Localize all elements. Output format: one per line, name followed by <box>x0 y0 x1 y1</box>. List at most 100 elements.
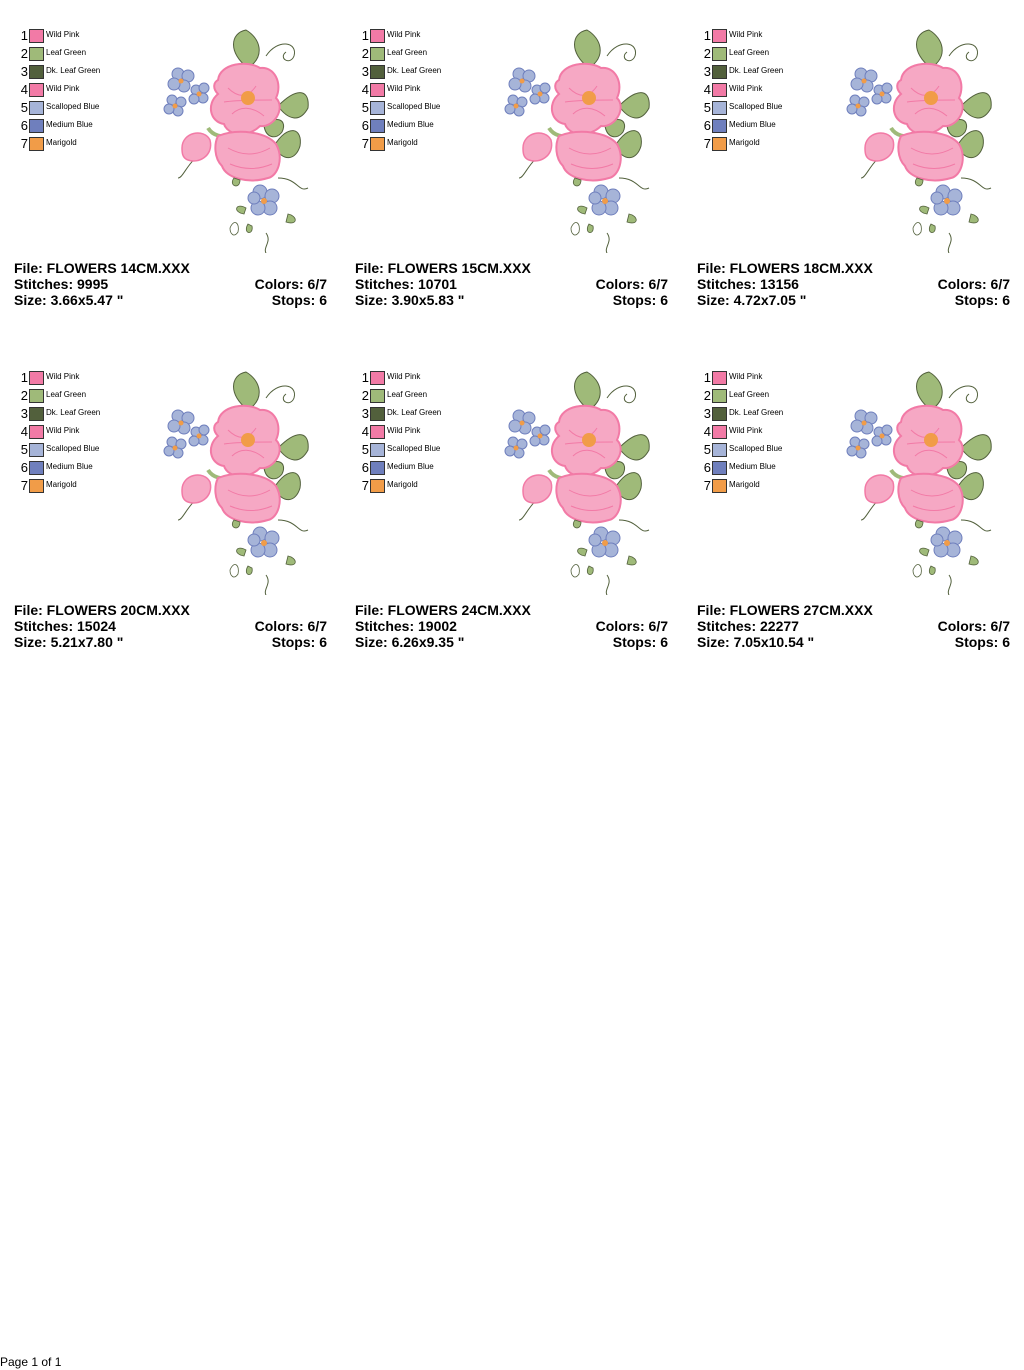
thread-number: 2 <box>20 388 28 403</box>
thread-swatch <box>712 443 727 457</box>
thread-legend-row: 4 Wild Pink <box>701 424 841 442</box>
stop-count-label: Stops: <box>612 292 657 308</box>
thread-name: Medium Blue <box>46 462 93 471</box>
stop-count-value: 6 <box>1002 292 1010 308</box>
stop-count-value: 6 <box>660 634 668 650</box>
thread-number: 4 <box>361 82 369 97</box>
embroidery-preview <box>489 370 669 595</box>
design-size-value: 4.72x7.05 " <box>733 292 807 308</box>
design-info: File: FLOWERS 15CM.XXX Stitches: 10701 Col… <box>355 260 668 308</box>
design-size-value: 7.05x10.54 " <box>733 634 815 650</box>
thread-swatch <box>29 137 44 151</box>
thread-number: 7 <box>703 136 711 151</box>
thread-legend-row: 6 Medium Blue <box>359 118 499 136</box>
page-footer: Page 1 of 1 <box>0 1355 62 1369</box>
thread-name: Marigold <box>729 480 760 489</box>
thread-legend: 1 Wild Pink 2 Leaf Green 3 Dk. Leaf Green 4 Wil… <box>359 370 499 496</box>
thread-legend-row: 6 Medium Blue <box>701 118 841 136</box>
thread-name: Dk. Leaf Green <box>729 408 784 417</box>
thread-swatch <box>370 119 385 133</box>
stitch-count-value: 19002 <box>418 618 457 634</box>
thread-swatch <box>712 461 727 475</box>
thread-legend-row: 7 Marigold <box>701 478 841 496</box>
thread-legend-row: 5 Scalloped Blue <box>18 442 158 460</box>
thread-legend: 1 Wild Pink 2 Leaf Green 3 Dk. Leaf Green 4 Wil… <box>701 370 841 496</box>
thread-name: Leaf Green <box>46 48 87 57</box>
color-count-value: 6/7 <box>307 276 327 292</box>
file-name-label: File: <box>355 260 384 276</box>
design-info: File: FLOWERS 14CM.XXX Stitches: 9995 Colo… <box>14 260 327 308</box>
thread-number: 3 <box>703 64 711 79</box>
file-name: File: FLOWERS 15CM.XXX <box>355 260 531 276</box>
thread-name: Wild Pink <box>46 30 80 39</box>
file-name: File: FLOWERS 24CM.XXX <box>355 602 531 618</box>
color-count-label: Colors: <box>595 276 645 292</box>
thread-legend-row: 7 Marigold <box>701 136 841 154</box>
color-count: Colors: 6/7 <box>596 276 668 292</box>
thread-legend-row: 4 Wild Pink <box>359 82 499 100</box>
thread-number: 5 <box>20 442 28 457</box>
design-size-label: Size: <box>355 634 388 650</box>
thread-number: 3 <box>20 64 28 79</box>
thread-swatch <box>29 65 44 79</box>
file-name: File: FLOWERS 14CM.XXX <box>14 260 190 276</box>
color-count: Colors: 6/7 <box>938 618 1010 634</box>
thread-name: Scalloped Blue <box>729 444 783 453</box>
thread-number: 6 <box>361 118 369 133</box>
stitch-count: Stitches: 15024 <box>14 618 116 634</box>
thread-name: Dk. Leaf Green <box>387 66 442 75</box>
thread-number: 1 <box>361 370 369 385</box>
color-count-label: Colors: <box>937 618 987 634</box>
thread-swatch <box>370 461 385 475</box>
thread-swatch <box>712 137 727 151</box>
design-card: 1 Wild Pink 2 Leaf Green 3 Dk. Leaf Green 4 Wil… <box>697 28 1017 348</box>
thread-legend-row: 2 Leaf Green <box>701 46 841 64</box>
thread-name: Wild Pink <box>387 372 421 381</box>
thread-name: Wild Pink <box>387 30 421 39</box>
file-name-value: FLOWERS 15CM.XXX <box>387 260 531 276</box>
thread-legend-row: 7 Marigold <box>18 478 158 496</box>
file-name-label: File: <box>697 260 726 276</box>
thread-number: 6 <box>20 460 28 475</box>
thread-legend-row: 1 Wild Pink <box>359 370 499 388</box>
thread-swatch <box>712 101 727 115</box>
file-name-value: FLOWERS 27CM.XXX <box>729 602 873 618</box>
thread-legend-row: 3 Dk. Leaf Green <box>359 64 499 82</box>
stop-count: Stops: 6 <box>272 292 327 308</box>
stitch-count: Stitches: 22277 <box>697 618 799 634</box>
file-name-label: File: <box>355 602 384 618</box>
thread-swatch <box>29 479 44 493</box>
thread-number: 5 <box>361 100 369 115</box>
thread-name: Wild Pink <box>729 30 763 39</box>
thread-legend-row: 5 Scalloped Blue <box>18 100 158 118</box>
stop-count-value: 6 <box>1002 634 1010 650</box>
stitch-count-value: 13156 <box>760 276 799 292</box>
thread-name: Leaf Green <box>387 390 428 399</box>
thread-legend-row: 1 Wild Pink <box>701 28 841 46</box>
file-name: File: FLOWERS 18CM.XXX <box>697 260 873 276</box>
thread-number: 7 <box>703 478 711 493</box>
design-card: 1 Wild Pink 2 Leaf Green 3 Dk. Leaf Green 4 Wil… <box>14 28 334 348</box>
stop-count-label: Stops: <box>954 292 999 308</box>
stop-count: Stops: 6 <box>613 292 668 308</box>
thread-name: Scalloped Blue <box>387 102 441 111</box>
thread-swatch <box>370 371 385 385</box>
thread-name: Dk. Leaf Green <box>729 66 784 75</box>
thread-legend-row: 1 Wild Pink <box>701 370 841 388</box>
stitch-count: Stitches: 13156 <box>697 276 799 292</box>
thread-legend-row: 4 Wild Pink <box>359 424 499 442</box>
file-name-label: File: <box>14 602 43 618</box>
thread-swatch <box>370 443 385 457</box>
color-count-value: 6/7 <box>648 618 668 634</box>
design-size-label: Size: <box>14 634 47 650</box>
thread-name: Leaf Green <box>729 48 770 57</box>
embroidery-preview <box>831 370 1011 595</box>
stitch-count-label: Stitches: <box>14 276 74 292</box>
thread-number: 1 <box>20 370 28 385</box>
file-name-value: FLOWERS 20CM.XXX <box>46 602 190 618</box>
color-count: Colors: 6/7 <box>255 618 327 634</box>
file-name-value: FLOWERS 18CM.XXX <box>729 260 873 276</box>
thread-legend-row: 7 Marigold <box>359 136 499 154</box>
thread-name: Marigold <box>387 138 418 147</box>
thread-swatch <box>370 425 385 439</box>
